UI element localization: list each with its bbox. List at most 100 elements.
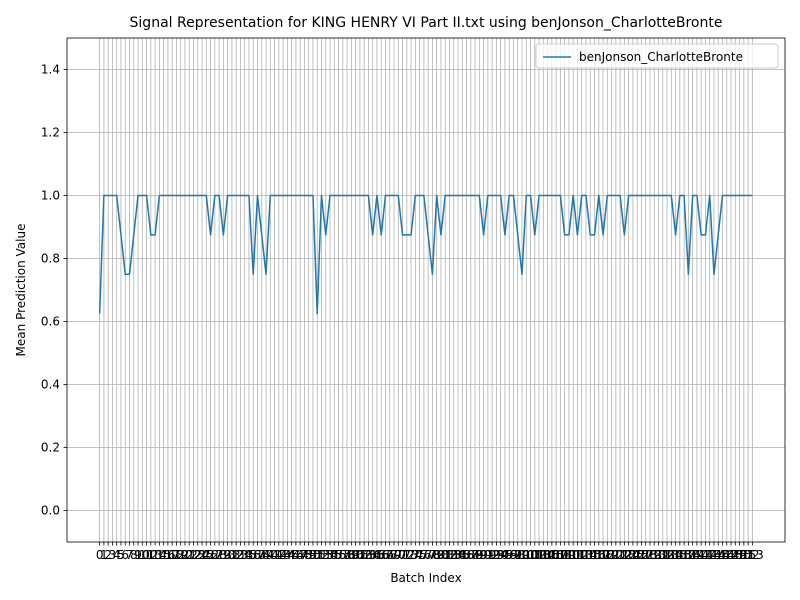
x-tick-label: 123: [613, 548, 636, 562]
x-tick-label: 15: [156, 548, 171, 562]
x-tick-label: 13: [147, 548, 162, 562]
x-tick-label: 128: [634, 548, 657, 562]
x-tick-label: 132: [651, 548, 674, 562]
x-tick-label: 61: [352, 548, 367, 562]
x-tick-label: 30: [220, 548, 235, 562]
plot-frame: [66, 37, 786, 543]
x-tick-label: 153: [741, 548, 764, 562]
x-tick-label: 127: [630, 548, 653, 562]
x-tick-label: 34: [237, 548, 252, 562]
x-tick-label: 60: [348, 548, 363, 562]
x-tick-label: 92: [484, 548, 499, 562]
x-tick-label: 80: [433, 548, 448, 562]
x-tick-label: 96: [502, 548, 517, 562]
x-tick-label: 106: [540, 548, 563, 562]
x-tick-label: 62: [356, 548, 371, 562]
x-tick-label: 22: [186, 548, 201, 562]
x-tick-label: 149: [724, 548, 747, 562]
x-tick-label: 21: [182, 548, 197, 562]
x-tick-label: 104: [532, 548, 555, 562]
y-axis-label: Mean Prediction Value: [14, 224, 28, 357]
x-tick-label: 51: [310, 548, 325, 562]
x-tick-label: 70: [391, 548, 406, 562]
x-tick-label: 113: [570, 548, 593, 562]
x-tick-label: 12: [143, 548, 158, 562]
data-line: [98, 194, 753, 315]
x-tick-label: 115: [579, 548, 602, 562]
x-tick-label: 53: [318, 548, 333, 562]
x-tick-label: 68: [382, 548, 397, 562]
x-tick-label: 85: [455, 548, 470, 562]
y-tick-label: 1.0: [41, 189, 60, 203]
x-tick-label: 54: [322, 548, 337, 562]
x-tick-label: 48: [297, 548, 312, 562]
x-tick-label: 35: [241, 548, 256, 562]
x-tick-label: 126: [626, 548, 649, 562]
x-tick-label: 3: [109, 548, 117, 562]
x-tick-label: 6: [121, 548, 129, 562]
x-tick-label: 79: [429, 548, 444, 562]
x-tick-label: 26: [203, 548, 218, 562]
y-tick-label: 1.2: [41, 126, 60, 140]
x-tick-label: 16: [160, 548, 175, 562]
x-tick-label: 37: [250, 548, 265, 562]
x-tick-label: 133: [656, 548, 679, 562]
x-tick-label: 84: [450, 548, 465, 562]
x-tick-label: 114: [575, 548, 598, 562]
x-tick-label: 57: [335, 548, 350, 562]
x-tick-label: 40: [263, 548, 278, 562]
x-tick-label: 33: [233, 548, 248, 562]
legend-box: [535, 43, 779, 69]
x-tick-label: 20: [177, 548, 192, 562]
x-tick-label: 143: [698, 548, 721, 562]
x-tick-label: 103: [528, 548, 551, 562]
x-tick-label: 45: [284, 548, 299, 562]
x-tick-label: 124: [617, 548, 640, 562]
x-tick-label: 2: [104, 548, 112, 562]
x-tick-label: 82: [442, 548, 457, 562]
x-tick-label: 105: [536, 548, 559, 562]
x-tick-label: 44: [280, 548, 295, 562]
x-tick-label: 138: [677, 548, 700, 562]
x-tick-label: 7: [126, 548, 134, 562]
x-tick-label: 56: [331, 548, 346, 562]
x-tick-label: 145: [707, 548, 730, 562]
x-tick-label: 43: [275, 548, 290, 562]
chart-title: Signal Representation for KING HENRY VI …: [130, 15, 723, 31]
x-tick-label: 141: [690, 548, 713, 562]
x-tick-label: 121: [604, 548, 627, 562]
x-tick-label: 8: [130, 548, 138, 562]
x-tick-label: 108: [549, 548, 572, 562]
x-tick-label: 24: [194, 548, 209, 562]
x-tick-label: 146: [711, 548, 734, 562]
x-tick-label: 50: [305, 548, 320, 562]
x-tick-label: 47: [293, 548, 308, 562]
x-tick-label: 23: [190, 548, 205, 562]
x-tick-label: 9: [134, 548, 142, 562]
x-tick-label: 120: [600, 548, 623, 562]
y-tick-label: 0.8: [41, 252, 60, 266]
x-tick-label: 83: [446, 548, 461, 562]
x-tick-label: 64: [365, 548, 380, 562]
x-tick-label: 71: [395, 548, 410, 562]
x-tick-label: 140: [685, 548, 708, 562]
x-tick-label: 10: [135, 548, 150, 562]
x-tick-label: 150: [728, 548, 751, 562]
x-tick-label: 88: [467, 548, 482, 562]
x-tick-label: 29: [216, 548, 231, 562]
x-tick-label: 102: [523, 548, 546, 562]
x-tick-label: 41: [267, 548, 282, 562]
x-tick-label: 142: [694, 548, 717, 562]
x-tick-label: 122: [609, 548, 632, 562]
x-tick-label: 137: [673, 548, 696, 562]
x-tick-label: 74: [408, 548, 423, 562]
x-tick-label: 117: [587, 548, 610, 562]
x-tick-label: 116: [583, 548, 606, 562]
x-tick-label: 38: [254, 548, 269, 562]
x-tick-label: 39: [258, 548, 273, 562]
x-tick-label: 130: [643, 548, 666, 562]
x-tick-label: 152: [737, 548, 760, 562]
x-tick-label: 32: [229, 548, 244, 562]
x-tick-label: 42: [271, 548, 286, 562]
